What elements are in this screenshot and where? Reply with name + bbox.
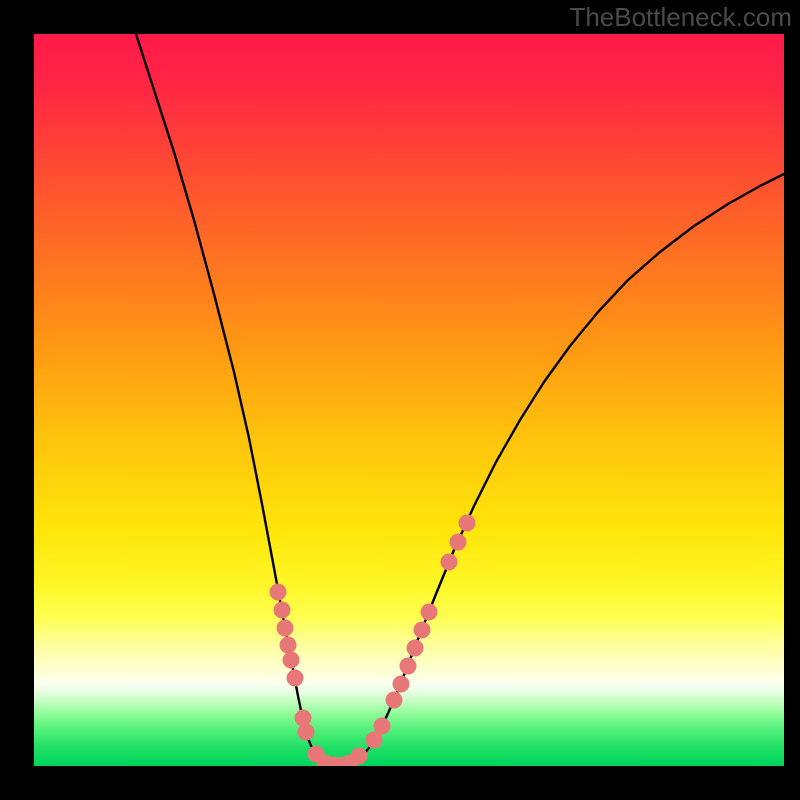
curve-marker <box>274 602 291 619</box>
curve-marker <box>280 637 297 654</box>
curve-marker <box>400 658 417 675</box>
curve-marker <box>270 584 287 601</box>
curve-marker <box>351 748 368 765</box>
curve-marker <box>374 718 391 735</box>
curve-marker <box>386 692 403 709</box>
curve-marker <box>421 604 438 621</box>
watermark-text: TheBottleneck.com <box>569 2 792 32</box>
curve-marker <box>414 622 431 639</box>
curve-marker <box>441 554 458 571</box>
curve-marker <box>287 670 304 687</box>
curve-marker <box>450 534 467 551</box>
plot-background <box>34 34 784 766</box>
curve-marker <box>407 640 424 657</box>
curve-marker <box>459 515 476 532</box>
curve-marker <box>298 724 315 741</box>
chart-svg: TheBottleneck.com <box>0 0 800 800</box>
chart-root: TheBottleneck.com <box>0 0 800 800</box>
curve-marker <box>283 652 300 669</box>
curve-marker <box>277 620 294 637</box>
curve-marker <box>295 710 312 727</box>
curve-marker <box>393 676 410 693</box>
